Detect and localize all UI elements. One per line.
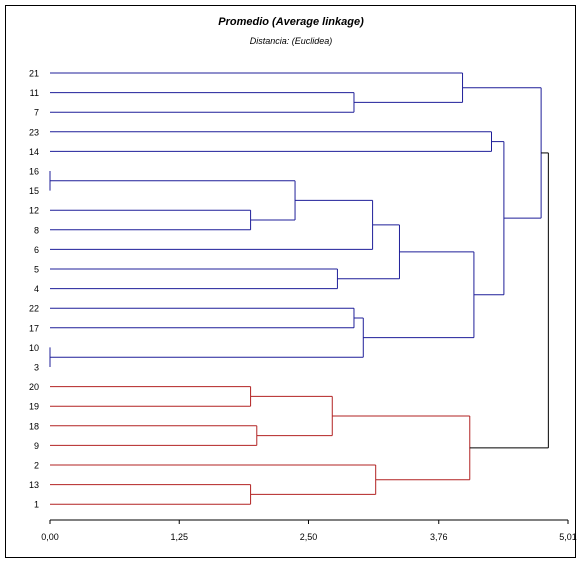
leaf-label: 13 — [29, 480, 39, 490]
leaf-label: 8 — [34, 225, 39, 235]
leaf-label: 16 — [29, 167, 39, 177]
leaf-label: 19 — [29, 402, 39, 412]
leaf-label: 10 — [29, 343, 39, 353]
x-tick-label: 0,00 — [41, 532, 59, 542]
leaf-label: 20 — [29, 382, 39, 392]
leaf-label: 11 — [30, 88, 39, 98]
x-tick-label: 2,50 — [300, 532, 318, 542]
leaf-label: 21 — [29, 69, 39, 79]
leaf-label: 6 — [34, 245, 39, 255]
chart-subtitle: Distancia: (Euclidea) — [249, 36, 333, 46]
x-tick-label: 5,01 — [559, 532, 577, 542]
x-tick-label: 3,76 — [430, 532, 448, 542]
leaf-label: 3 — [34, 363, 39, 373]
leaf-label: 15 — [29, 186, 39, 196]
chart-title: Promedio (Average linkage) — [218, 16, 364, 28]
leaf-label: 18 — [29, 421, 39, 431]
leaf-label: 4 — [34, 284, 39, 294]
leaf-label: 9 — [34, 441, 39, 451]
chart-frame — [5, 5, 576, 558]
leaf-label: 23 — [29, 127, 39, 137]
leaf-label: 12 — [29, 206, 39, 216]
leaf-label: 14 — [29, 147, 39, 157]
leaf-label: 17 — [29, 323, 39, 333]
leaf-label: 5 — [34, 265, 39, 275]
leaf-label: 2 — [34, 461, 39, 471]
x-tick-label: 1,25 — [170, 532, 188, 542]
leaf-label: 7 — [34, 108, 39, 118]
leaf-label: 22 — [29, 304, 39, 314]
leaf-label: 1 — [34, 500, 39, 510]
